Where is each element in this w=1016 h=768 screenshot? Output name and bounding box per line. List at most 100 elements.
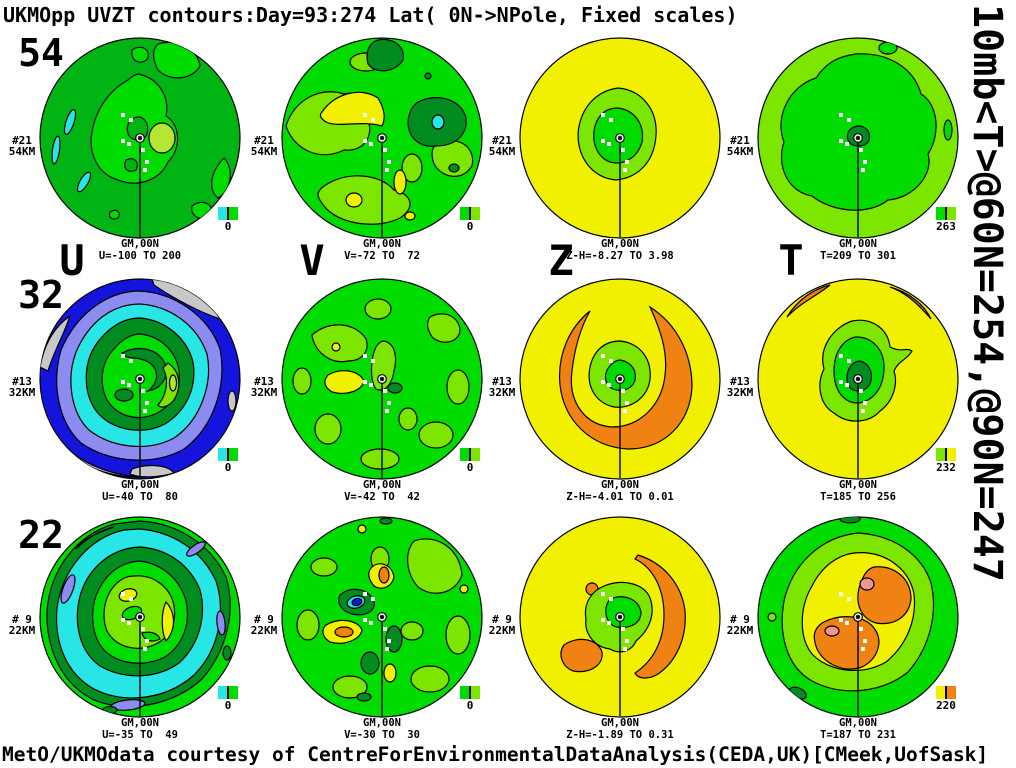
panel-range-label: V=-42 TO 42 [344, 491, 420, 503]
legend-swatch-right [471, 448, 480, 461]
contour-map-u-32km [39, 278, 241, 480]
legend-value: 0 [224, 699, 232, 712]
legend-divider [469, 207, 471, 220]
contour-map-t-32km [757, 278, 959, 480]
legend-value: 232 [936, 461, 956, 474]
panel-station-label: #13 32KM [8, 375, 36, 399]
legend-swatch-left [936, 686, 945, 699]
panel-legend: 0 [450, 448, 490, 473]
panel-station-label: # 9 22KM [726, 613, 754, 637]
panel-range-label: U=-100 TO 200 [98, 250, 182, 262]
panel-range-label: T=187 TO 231 [820, 729, 896, 741]
legend-swatch-right [471, 686, 480, 699]
chart-title: UKMOpp UVZT contours:Day=93:274 Lat( 0N-… [3, 3, 738, 27]
legend-swatch-left [218, 686, 227, 699]
legend-value: 0 [224, 461, 232, 474]
legend-value: 220 [936, 699, 956, 712]
panel-range-label: Z-H=-1.89 TO 0.31 [566, 729, 674, 741]
legend-swatch-left [460, 686, 469, 699]
legend-value: 263 [936, 220, 956, 233]
legend-divider [945, 448, 947, 461]
panel-meridian-label: GM,00N [601, 238, 639, 250]
legend-swatch-right [947, 686, 956, 699]
panel-station-label: # 9 22KM [488, 613, 516, 637]
contour-map-u-54km [39, 37, 241, 239]
panel-range-label: Z-H=-8.27 TO 3.98 [566, 250, 674, 262]
column-label-z: Z [548, 236, 574, 285]
panel-legend: 0 [208, 686, 248, 711]
legend-swatch-left [218, 207, 227, 220]
column-label-t: T [778, 236, 804, 285]
legend-value: 0 [466, 699, 474, 712]
panel-meridian-label: GM,00N [363, 717, 401, 729]
panel-meridian-label: GM,00N [121, 717, 159, 729]
meridian-and-stations [121, 354, 149, 478]
legend-divider [469, 448, 471, 461]
panel-legend: 263 [926, 207, 966, 232]
meridian-and-stations [839, 592, 867, 716]
contour-map-u-22km [39, 516, 241, 718]
meridian-and-stations [601, 113, 629, 237]
meridian-and-stations [601, 592, 629, 716]
meridian-and-stations [121, 113, 149, 237]
panel-meridian-label: GM,00N [601, 717, 639, 729]
meridian-and-stations [363, 113, 391, 237]
panel-station-label: #21 54KM [488, 134, 516, 158]
contour-map-v-32km [281, 278, 483, 480]
altitude-label-32: 32 [18, 273, 64, 317]
legend-value: 0 [466, 220, 474, 233]
panel-legend: 232 [926, 448, 966, 473]
legend-swatch-left [936, 207, 945, 220]
legend-swatch-left [218, 448, 227, 461]
meridian-and-stations [601, 354, 629, 478]
meridian-and-stations [839, 354, 867, 478]
contour-map-v-54km [281, 37, 483, 239]
legend-swatch-right [229, 207, 238, 220]
column-label-u: U [59, 236, 85, 285]
legend-swatch-right [229, 686, 238, 699]
panel-range-label: V=-30 TO 30 [344, 729, 420, 741]
meridian-and-stations [363, 592, 391, 716]
panel-legend: 0 [208, 448, 248, 473]
contour-map-z-32km [519, 278, 721, 480]
meridian-and-stations [839, 113, 867, 237]
panel-station-label: # 9 22KM [250, 613, 278, 637]
legend-value: 0 [224, 220, 232, 233]
panel-meridian-label: GM,00N [363, 479, 401, 491]
right-axis-annotation: 10mb<T>@60N=254,@90N=247 [964, 4, 1010, 582]
column-label-v: V [299, 236, 325, 285]
legend-divider [227, 686, 229, 699]
panel-station-label: #13 32KM [250, 375, 278, 399]
panel-station-label: #21 54KM [8, 134, 36, 158]
contour-map-z-22km [519, 516, 721, 718]
panel-station-label: #13 32KM [488, 375, 516, 399]
legend-divider [227, 448, 229, 461]
legend-swatch-right [947, 448, 956, 461]
contour-map-t-22km [757, 516, 959, 718]
panel-range-label: U=-40 TO 80 [102, 491, 178, 503]
altitude-label-54: 54 [18, 31, 64, 75]
panel-station-label: # 9 22KM [8, 613, 36, 637]
contour-map-t-54km [757, 37, 959, 239]
panel-station-label: #21 54KM [726, 134, 754, 158]
panel-meridian-label: GM,00N [363, 238, 401, 250]
panel-range-label: U=-35 TO 49 [102, 729, 178, 741]
panel-range-label: V=-72 TO 72 [344, 250, 420, 262]
panel-meridian-label: GM,00N [121, 238, 159, 250]
legend-swatch-right [229, 448, 238, 461]
legend-divider [945, 207, 947, 220]
legend-value: 0 [466, 461, 474, 474]
legend-swatch-right [471, 207, 480, 220]
panel-legend: 0 [450, 207, 490, 232]
panel-meridian-label: GM,00N [839, 238, 877, 250]
panel-range-label: Z-H=-4.01 TO 0.01 [566, 491, 674, 503]
panel-station-label: #21 54KM [250, 134, 278, 158]
legend-swatch-right [947, 207, 956, 220]
contour-map-v-22km [281, 516, 483, 718]
panel-station-label: #13 32KM [726, 375, 754, 399]
legend-swatch-left [936, 448, 945, 461]
legend-swatch-left [460, 207, 469, 220]
panel-meridian-label: GM,00N [839, 717, 877, 729]
contour-map-z-54km [519, 37, 721, 239]
